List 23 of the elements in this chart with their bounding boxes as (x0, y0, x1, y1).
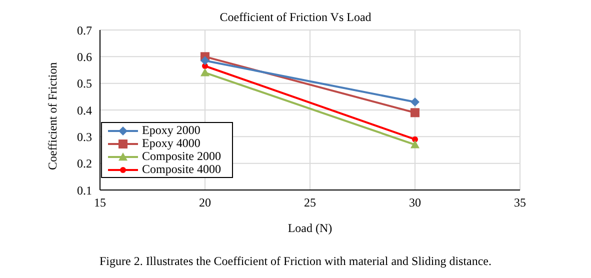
legend-label: Composite 4000 (142, 162, 222, 176)
y-axis-title: Coefficient of Friction (45, 62, 60, 170)
legend-label: Epoxy 4000 (142, 136, 200, 150)
point (200, 56, 210, 66)
y-tick-label: 0.3 (77, 130, 92, 144)
legend-label: Composite 2000 (142, 149, 222, 163)
y-tick-label: 0.7 (77, 23, 92, 38)
caption: Figure 2. Illustrates the Coefficient of Friction with material and Sliding distance. (98, 254, 493, 269)
y-tick-label: 0.2 (77, 156, 92, 171)
y-tick-label: 0.4 (77, 103, 92, 118)
point (410, 98, 420, 106)
x-tick-label: 20 (199, 196, 211, 210)
legend-label: Epoxy 2000 (142, 123, 200, 137)
y-tick-label: 0.6 (77, 50, 92, 64)
x-axis-title: Load (N) (288, 221, 332, 235)
x-tick-label: 25 (304, 196, 316, 210)
x-tick-label: 15 (94, 196, 106, 210)
chart-title: Coefficient of Friction Vs Load (218, 10, 372, 25)
x-tick-label: 30 (409, 196, 421, 210)
point (410, 108, 420, 118)
x-tick-label: 35 (514, 196, 526, 210)
y-tick-label: 0.1 (77, 183, 92, 198)
y-tick-label: 0.5 (77, 76, 92, 91)
